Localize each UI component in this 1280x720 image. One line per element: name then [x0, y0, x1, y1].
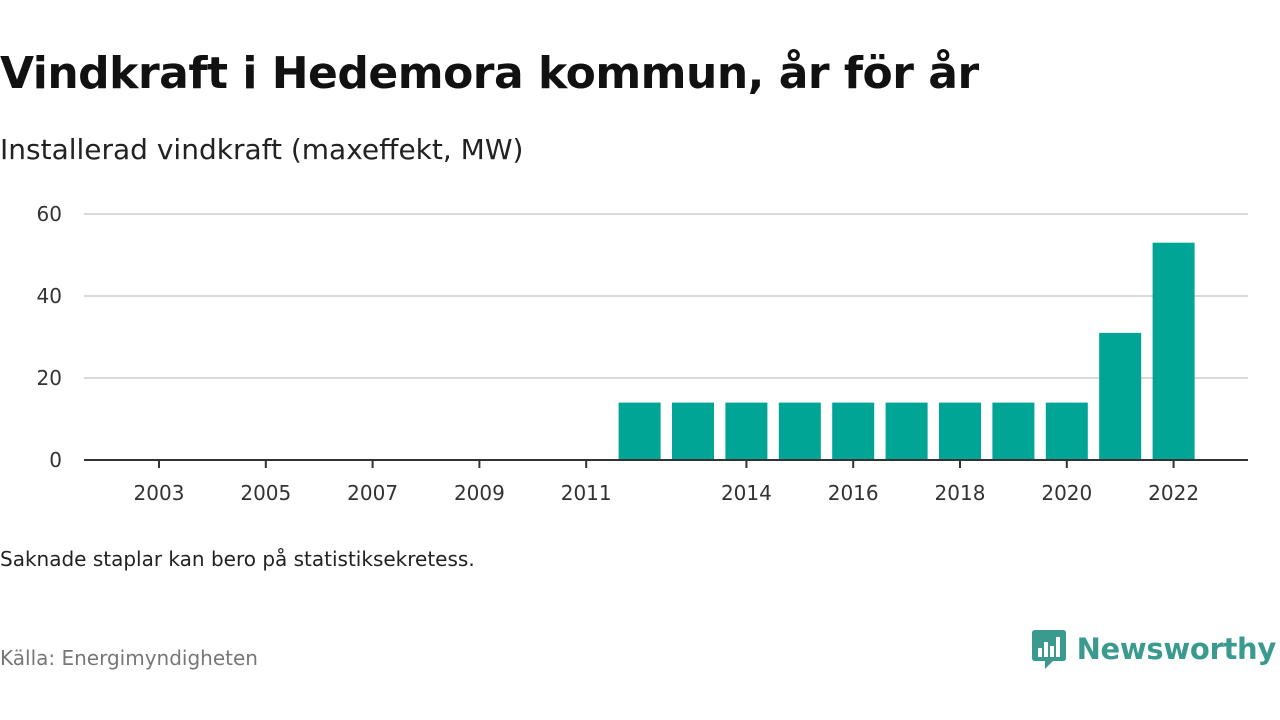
- x-tick-label: 2022: [1148, 481, 1199, 505]
- x-tick-label: 2016: [828, 481, 879, 505]
- bar: [725, 402, 768, 460]
- bar: [778, 402, 821, 460]
- chart-subtitle: Installerad vindkraft (maxeffekt, MW): [0, 133, 524, 166]
- x-tick-label: 2009: [454, 481, 505, 505]
- y-tick-label: 20: [37, 366, 62, 390]
- x-tick-label: 2003: [134, 481, 185, 505]
- x-tick-label: 2018: [935, 481, 986, 505]
- newsworthy-logo: Newsworthy: [1031, 628, 1276, 670]
- bar: [1152, 242, 1195, 460]
- chart-title: Vindkraft i Hedemora kommun, år för år: [0, 48, 979, 99]
- bar: [885, 402, 928, 460]
- x-tick-label: 2011: [561, 481, 612, 505]
- y-tick-label: 60: [37, 202, 62, 226]
- bar-chart: 0 20 40 60 2003 2005 2007 2009 2011 2014 2016 2018…: [37, 202, 1248, 505]
- bar: [992, 402, 1035, 460]
- source-credit: Källa: Energimyndigheten: [0, 646, 258, 670]
- newsworthy-logo-icon: [1031, 630, 1066, 669]
- gridlines: [84, 213, 1248, 379]
- x-tick-label: 2020: [1041, 481, 1092, 505]
- footnote: Saknade staplar kan bero på statistiksek…: [0, 547, 475, 571]
- y-tick-label: 40: [37, 284, 62, 308]
- y-axis-labels: 0 20 40 60: [37, 202, 62, 472]
- bar: [832, 402, 875, 460]
- bar: [618, 402, 661, 460]
- bars: [618, 242, 1195, 460]
- x-tick-label: 2005: [240, 481, 291, 505]
- brand-name: Newsworthy: [1076, 632, 1277, 666]
- bar: [672, 402, 714, 460]
- x-axis-labels: 2003 2005 2007 2009 2011 2014 2016 2018 2020 2022: [134, 460, 1199, 505]
- bar: [939, 402, 981, 460]
- x-tick-label: 2014: [721, 481, 772, 505]
- x-tick-label: 2007: [347, 481, 398, 505]
- bar: [1045, 402, 1088, 460]
- bar: [1099, 332, 1142, 460]
- y-tick-label: 0: [49, 448, 62, 472]
